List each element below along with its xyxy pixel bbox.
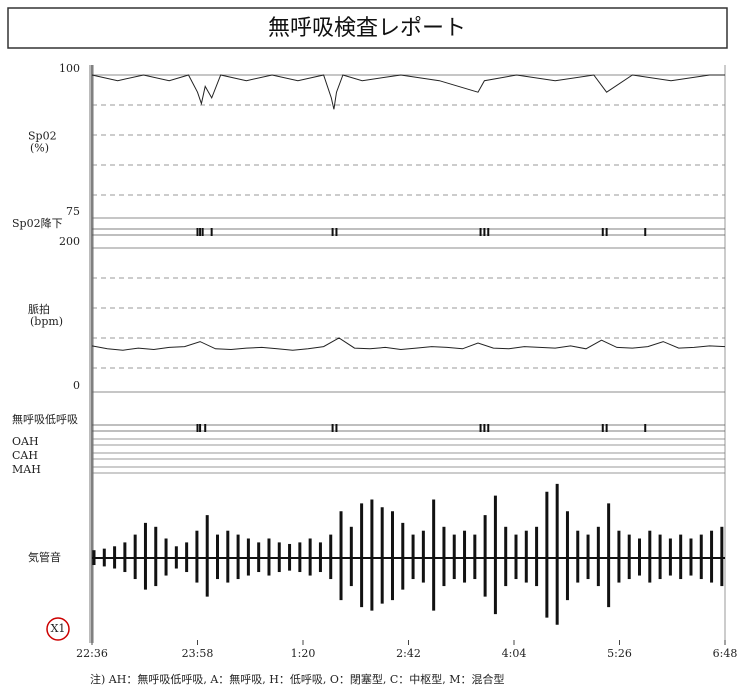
y-label: Sp02 [28, 130, 57, 143]
series-line [91, 337, 726, 351]
x-tick-label: 22:36 [76, 647, 108, 660]
y-unit: (bpm) [30, 315, 63, 328]
footnote: 注) AH：無呼吸低呼吸, A：無呼吸, H：低呼吸, O：閉塞型, C：中枢型… [90, 672, 505, 686]
y-tick-label: 200 [59, 235, 80, 248]
y-tick-label: 75 [66, 205, 80, 218]
row-label: CAH [12, 449, 38, 462]
x-tick-label: 1:20 [291, 647, 316, 660]
row-label: 無呼吸低呼吸 [12, 412, 78, 426]
y-tick-label: 100 [59, 62, 80, 75]
title: 無呼吸検査レポート [268, 16, 466, 41]
y-label: 脈拍 [28, 302, 50, 316]
x-tick-label: 4:04 [502, 647, 527, 660]
series-line [91, 74, 725, 110]
row-label: Sp02降下 [12, 216, 63, 230]
channel-ring [46, 617, 70, 641]
channel-label: X1 [51, 622, 66, 635]
y-unit: (%) [30, 142, 49, 155]
y-tick-label: 0 [73, 379, 80, 392]
title-box [7, 7, 728, 49]
x-tick-label: 23:58 [182, 647, 214, 660]
row-label: OAH [12, 435, 39, 448]
row-label: MAH [12, 463, 41, 476]
row-label: 気管音 [28, 550, 61, 564]
x-tick-label: 5:26 [607, 647, 632, 660]
x-tick-label: 6:48 [713, 647, 738, 660]
x-tick-label: 2:42 [396, 647, 421, 660]
